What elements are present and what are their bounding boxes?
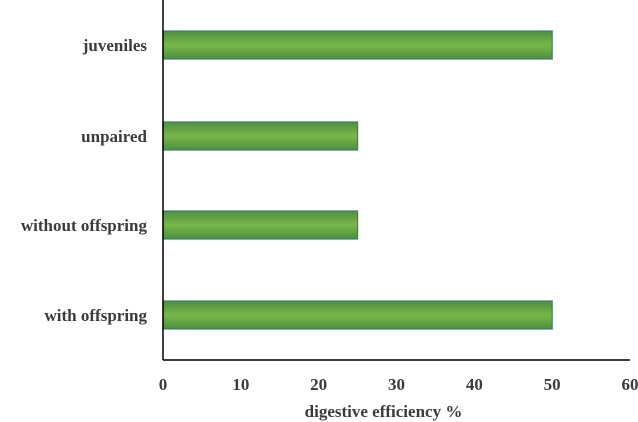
category-label-juveniles: juveniles	[82, 36, 148, 55]
category-labels: with offspring without offspring unpaired j…	[21, 36, 148, 325]
x-tick-label-60: 60	[622, 375, 638, 394]
category-label-with-offspring: with offspring	[45, 306, 148, 325]
x-tick-labels: 0 10 20 30 40 50 60	[159, 375, 638, 394]
x-tick-label-10: 10	[232, 375, 249, 394]
bars-layer	[162, 30, 553, 330]
x-tick-label-30: 30	[388, 375, 405, 394]
x-tick-label-50: 50	[544, 375, 561, 394]
x-tick-label-20: 20	[310, 375, 327, 394]
bar-juveniles	[162, 30, 553, 60]
x-tick-label-40: 40	[466, 375, 483, 394]
x-axis-title: digestive efficiency %	[305, 402, 463, 421]
category-label-without-offspring: without offspring	[21, 216, 148, 235]
category-label-unpaired: unpaired	[81, 127, 147, 146]
bar-without-offspring	[162, 210, 359, 240]
bar-with-offspring	[162, 300, 553, 330]
bar-unpaired	[162, 121, 359, 151]
x-tick-label-0: 0	[159, 375, 168, 394]
